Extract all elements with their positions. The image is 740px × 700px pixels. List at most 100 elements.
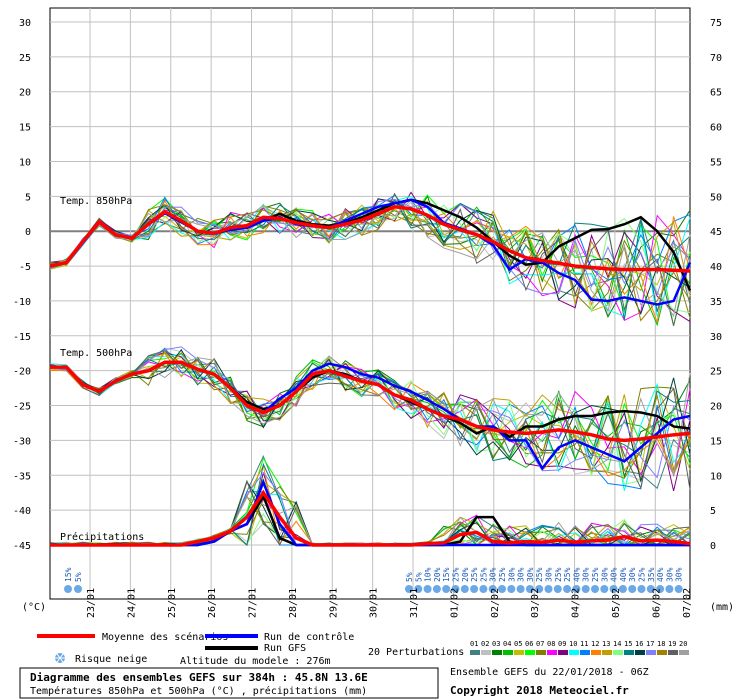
date-labels: 23/01 24/01 25/01 26/01 27/01 28/01 29/01 30/01…	[86, 588, 693, 618]
perturbation-number: 17	[646, 640, 654, 648]
perturbation-number: 09	[558, 640, 566, 648]
snow-percent-label: 30%	[582, 567, 591, 582]
snow-percent-label: 25%	[535, 567, 544, 582]
snowflake-icon	[525, 585, 534, 593]
right-tick-label: 55	[710, 157, 722, 168]
perturbation-number: 12	[591, 640, 599, 648]
perturbation-number: 11	[580, 640, 588, 648]
right-axis-unit: (mm)	[710, 602, 734, 613]
snowflake-icon	[460, 585, 469, 593]
perturbation-number: 10	[569, 640, 577, 648]
perturbation-swatch	[558, 650, 568, 655]
snowflake-icon	[600, 585, 609, 593]
snowflake-icon	[581, 585, 590, 593]
right-tick-label: 10	[710, 471, 722, 482]
left-tick-label: 20	[19, 88, 31, 99]
right-tick-label: 50	[710, 192, 722, 203]
snow-percent-label: 40%	[619, 567, 628, 582]
perturbation-number: 01	[470, 640, 478, 648]
snowflake-icon	[414, 585, 423, 593]
perturbation-number: 20	[679, 640, 687, 648]
snow-percent-label: 25%	[591, 567, 600, 582]
right-tick-label: 65	[710, 88, 722, 99]
left-tick-label: 10	[19, 157, 31, 168]
perturbation-number: 13	[602, 640, 610, 648]
snowflake-icon	[516, 585, 525, 593]
snowflake-icon	[55, 653, 65, 663]
snow-percent-label: 5%	[74, 572, 83, 582]
chart-subtitle: Températures 850hPa et 500hPa (°C) , pré…	[30, 685, 367, 697]
snowflake-icon	[553, 585, 562, 593]
perturbation-swatch	[569, 650, 579, 655]
snow-percent-label: 25%	[563, 567, 572, 582]
snow-percent-label: 25%	[554, 567, 563, 582]
left-tick-label: 25	[19, 53, 31, 64]
snow-percent-label: 10%	[424, 567, 433, 582]
snow-percent-label: 30%	[517, 567, 526, 582]
snowflake-icon	[64, 585, 72, 593]
perturbation-swatch	[547, 650, 557, 655]
perturbation-number: 02	[481, 640, 489, 648]
perturbation-swatch	[492, 650, 502, 655]
date-label: 25/01	[167, 588, 178, 618]
date-label: 07/02	[682, 588, 693, 618]
perturbation-line-t500	[49, 352, 691, 479]
perturbation-number: 16	[635, 640, 643, 648]
snow-percent-label: 30%	[489, 567, 498, 582]
snow-percent-label: 30%	[675, 567, 684, 582]
right-tick-label: 15	[710, 436, 722, 447]
left-tick-label: -30	[13, 436, 31, 447]
perturbation-swatch	[536, 650, 546, 655]
perturbation-swatch	[503, 650, 513, 655]
left-tick-label: -25	[13, 402, 31, 413]
perturbation-number: 08	[547, 640, 555, 648]
left-tick-label: 5	[25, 192, 31, 203]
series-line-precip	[50, 489, 691, 547]
left-tick-label: -45	[13, 541, 31, 552]
snowflake-icon	[423, 585, 432, 593]
date-label: 26/01	[207, 588, 218, 618]
snowflake-icon	[432, 585, 441, 593]
date-label: 01/02	[449, 588, 460, 618]
left-axis-unit: (°C)	[22, 602, 46, 613]
snow-percent-label: 30%	[628, 567, 637, 582]
perturbation-number: 15	[624, 640, 632, 648]
left-tick-label: 15	[19, 123, 31, 134]
perturbation-line-t500	[49, 362, 691, 490]
snow-percent-label: 20%	[433, 567, 442, 582]
perturbation-swatch	[624, 650, 634, 655]
snow-percent-label: 40%	[572, 567, 581, 582]
snow-percent-label: 30%	[507, 567, 516, 582]
snowflake-icon	[665, 585, 674, 593]
perturbation-line-t850	[49, 204, 691, 322]
snow-percent-label: 20%	[461, 567, 470, 582]
panel-label-t850: Temp. 850hPa	[60, 196, 132, 207]
perturbation-number: 14	[613, 640, 621, 648]
date-label: 23/01	[86, 588, 97, 618]
legend-control-label: Run de contrôle	[264, 631, 354, 643]
right-tick-label: 70	[710, 53, 722, 64]
left-tick-label: -20	[13, 367, 31, 378]
right-tick-label: 20	[710, 402, 722, 413]
perturbation-number: 05	[514, 640, 522, 648]
snow-percent-label: 25%	[452, 567, 461, 582]
gridlines	[50, 8, 690, 599]
left-tick-label: -35	[13, 471, 31, 482]
copyright-label: Copyright 2018 Meteociel.fr	[450, 684, 629, 697]
date-label: 05/02	[611, 588, 622, 618]
perturbation-legend: 01 02 03 04 05 06 07 08 09 10 11 12 13 14 15 16 17 18 19 20	[470, 640, 689, 655]
perturbation-swatch	[679, 650, 689, 655]
panel-label-t500: Temp. 500hPa	[60, 348, 132, 359]
left-tick-label: -10	[13, 297, 31, 308]
snow-percent-label: 5%	[405, 572, 414, 582]
snow-percent-label: 30%	[545, 567, 554, 582]
snowflake-icon	[591, 585, 599, 593]
perturbation-swatch	[602, 650, 612, 655]
date-label: 28/01	[288, 588, 299, 618]
snowflake-icon	[646, 585, 655, 593]
right-tick-label: 75	[710, 18, 722, 29]
perturbation-number: 07	[536, 640, 544, 648]
snowflake-icon	[674, 585, 683, 593]
